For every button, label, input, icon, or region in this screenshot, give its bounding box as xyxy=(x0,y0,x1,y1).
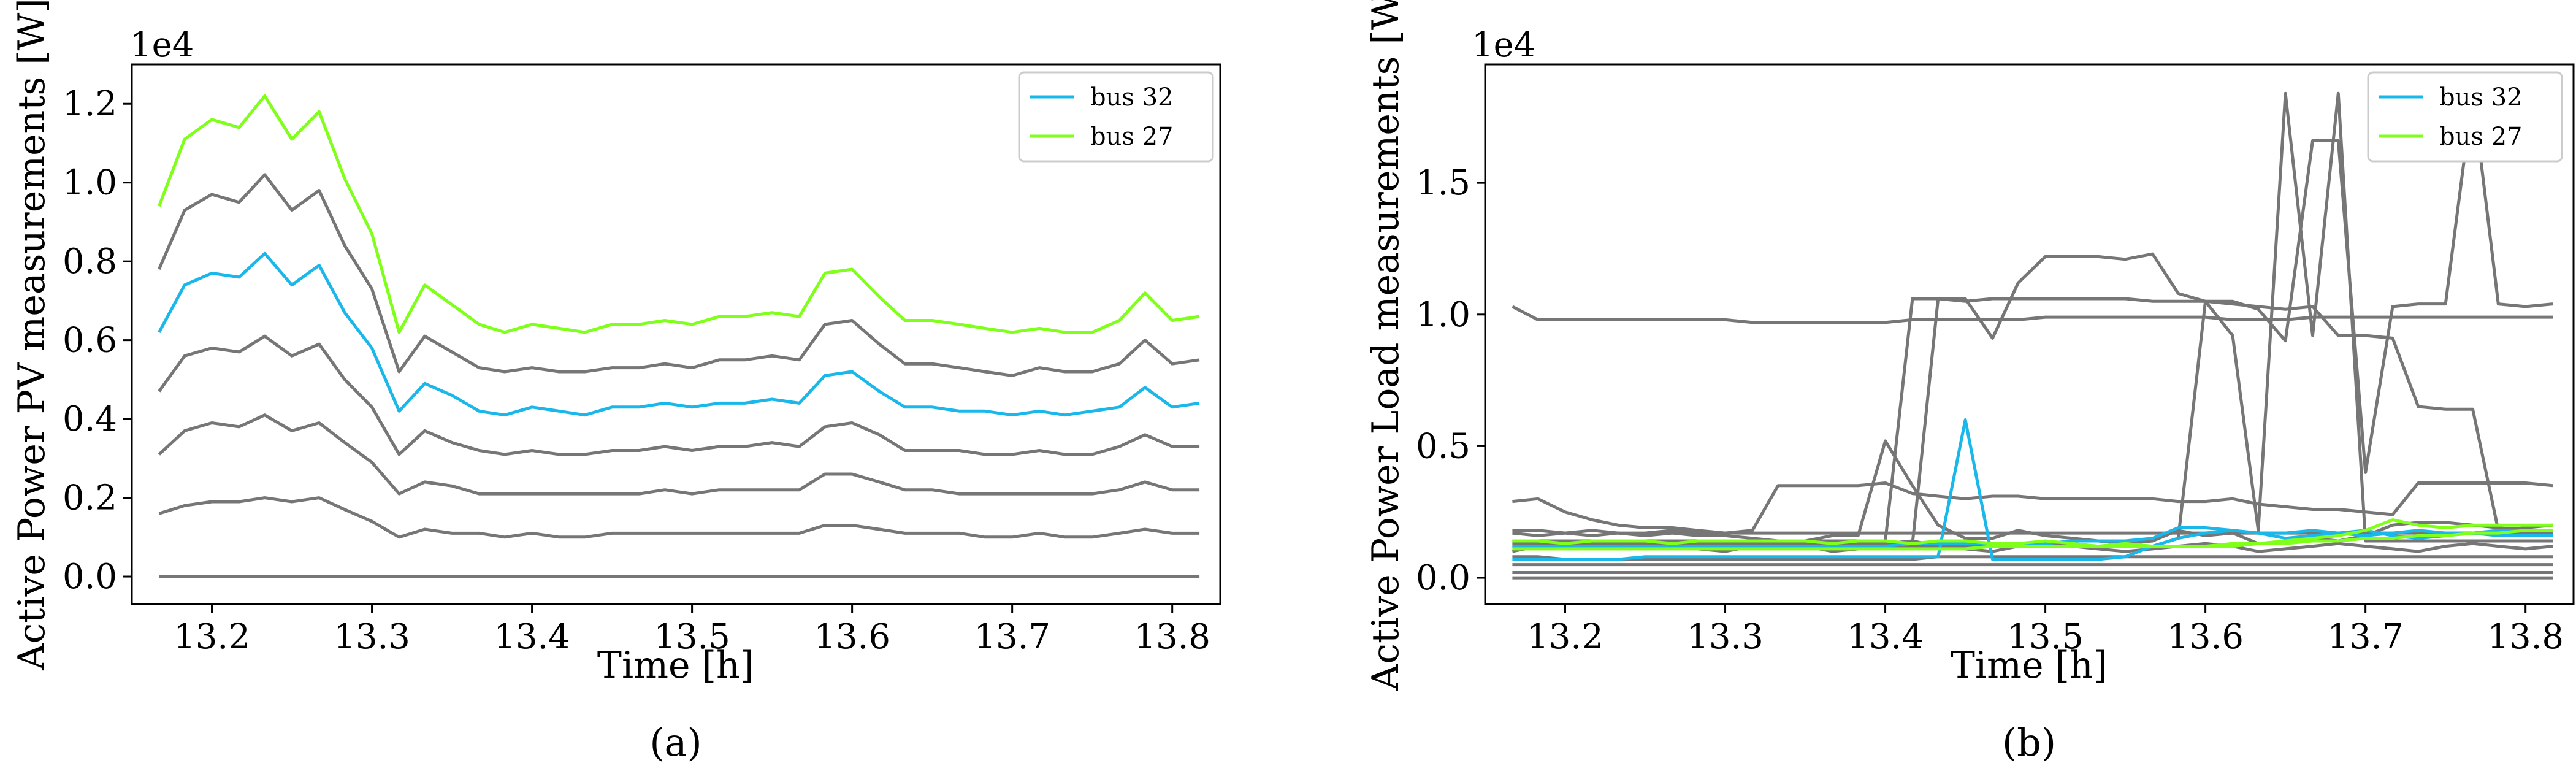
x-tick-label: 13.6 xyxy=(2167,617,2244,657)
series-line-bus-32 xyxy=(158,251,1200,417)
x-tick-label: 13.5 xyxy=(654,617,730,657)
series-line-pv-3 xyxy=(158,413,1200,496)
series-line-load-1 xyxy=(1512,305,2553,324)
series-line-load-9 xyxy=(1512,555,2553,561)
series-line-pv-1 xyxy=(158,173,1200,377)
x-tick-label: 13.2 xyxy=(174,617,250,657)
x-axis-label: Time [h] xyxy=(1951,644,2108,687)
legend-label-bus-32: bus 32 xyxy=(2439,83,2523,112)
legend: bus 32 bus 27 xyxy=(1018,71,1214,163)
legend-label-bus-27: bus 27 xyxy=(2439,123,2523,151)
y-tick-label: 0.0 xyxy=(1416,558,1470,598)
series-line-pv-4 xyxy=(158,496,1200,539)
y-tick-label: 0.2 xyxy=(63,478,117,518)
x-tick-label: 13.2 xyxy=(1527,617,1603,657)
series-line-bus-27 xyxy=(158,94,1200,334)
plot-frame xyxy=(1484,63,2575,605)
x-tick-label: 13.4 xyxy=(494,617,570,657)
plot-frame xyxy=(131,63,1221,605)
y-tick-label: 0.8 xyxy=(63,242,117,282)
x-tick-label: 13.7 xyxy=(974,617,1050,657)
x-tick-label: 13.5 xyxy=(2007,617,2084,657)
y-tick-label: 0.0 xyxy=(63,557,117,597)
y-tick-label: 1.0 xyxy=(1416,295,1470,335)
legend-label-bus-27: bus 27 xyxy=(1090,123,1174,151)
x-tick-label: 13.3 xyxy=(1687,617,1764,657)
y-axis-label: Active Power PV measurements [W] xyxy=(10,0,53,671)
y-tick-label: 1.5 xyxy=(1416,163,1470,203)
x-tick-label: 13.8 xyxy=(1134,617,1210,657)
y-axis-label: Active Power Load measurements [W] xyxy=(1364,0,1407,691)
legend-box xyxy=(1018,71,1214,163)
series-line-bus-27 xyxy=(1512,518,2553,548)
legend-label-bus-32: bus 32 xyxy=(1090,83,1174,112)
series-line-bus-27-2 xyxy=(1512,529,2553,551)
y-multiplier: 1e4 xyxy=(1472,25,1535,65)
y-tick-label: 0.5 xyxy=(1416,426,1470,466)
series-line-load-3 xyxy=(1512,297,2553,543)
x-tick-label: 13.3 xyxy=(334,617,410,657)
chart-panel-b: 13.2 13.3 13.4 13.5 13.6 13.7 13.8 0.0 0.5 1.0 1.… xyxy=(1364,0,2575,765)
y-tick-label: 1.2 xyxy=(63,84,117,124)
x-tick-label: 13.6 xyxy=(814,617,890,657)
y-tick-label: 0.6 xyxy=(63,321,117,361)
y-tick-label: 1.0 xyxy=(63,163,117,203)
x-axis-label: Time [h] xyxy=(597,644,754,687)
x-tick-label: 13.8 xyxy=(2487,617,2564,657)
legend-box xyxy=(2367,71,2563,163)
x-tick-label: 13.4 xyxy=(1847,617,1924,657)
series-line-pv-2 xyxy=(158,334,1200,456)
legend: bus 32 bus 27 xyxy=(2367,71,2563,163)
chart-panel-a: 13.2 13.3 13.4 13.5 13.6 13.7 13.8 0.0 0.2 0.4 0.… xyxy=(10,0,1221,765)
series-line-load-2 xyxy=(1512,481,2553,535)
y-multiplier: 1e4 xyxy=(130,25,194,65)
panel-caption: (b) xyxy=(2002,720,2056,765)
y-tick-label: 0.4 xyxy=(63,399,117,439)
x-tick-label: 13.7 xyxy=(2327,617,2404,657)
panel-caption: (a) xyxy=(649,720,701,765)
